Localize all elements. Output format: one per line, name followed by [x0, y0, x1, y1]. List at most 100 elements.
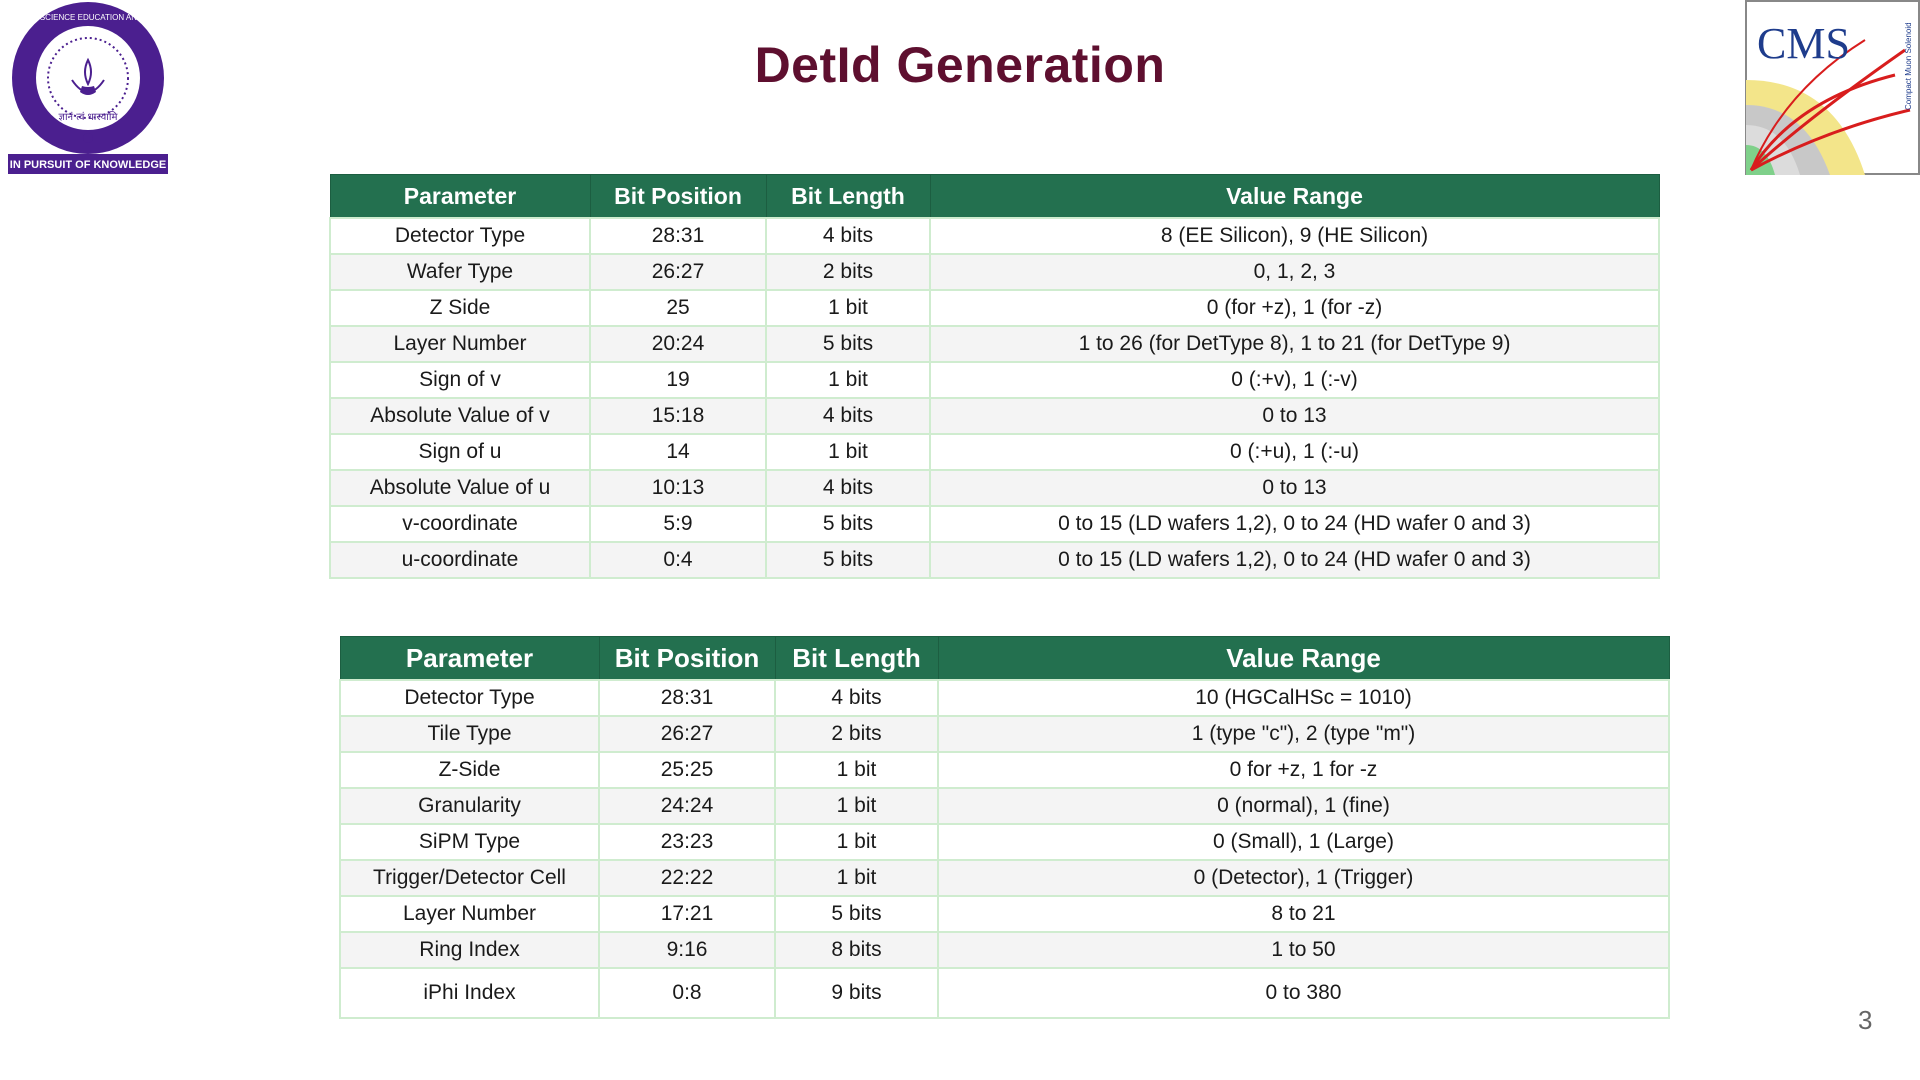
cell-bit-length: 5 bits — [765, 541, 931, 579]
cell-value-range: 1 to 26 (for DetType 8), 1 to 21 (for De… — [929, 325, 1660, 363]
cell-value-range: 8 to 21 — [937, 895, 1670, 933]
iiser-emblem-icon: INDIAN INSTITUTE OF SCIENCE EDUCATION AN… — [0, 2, 222, 174]
cell-value-range: 0 to 13 — [929, 469, 1660, 507]
cell-parameter: v-coordinate — [329, 505, 591, 543]
table-row: iPhi Index 0:8 9 bits 0 to 380 — [339, 967, 1670, 1019]
table-row: u-coordinate 0:4 5 bits 0 to 15 (LD wafers … — [329, 541, 1660, 579]
cell-value-range: 0 to 15 (LD wafers 1,2), 0 to 24 (HD waf… — [929, 505, 1660, 543]
table-row: Granularity 24:24 1 bit 0 (normal), 1 (fine… — [339, 787, 1670, 825]
logo-banner-text: IN PURSUIT OF KNOWLEDGE — [10, 159, 166, 171]
table-header-row: Parameter Bit Position Bit Length Value … — [329, 174, 1660, 219]
cell-bit-length: 5 bits — [765, 325, 931, 363]
cell-bit-length: 1 bit — [774, 823, 939, 861]
table-row: Tile Type 26:27 2 bits 1 (type "c"), 2 (typ… — [339, 715, 1670, 753]
table-row: Sign of v 19 1 bit 0 (:+v), 1 (:-v) — [329, 361, 1660, 399]
table-row: Absolute Value of u 10:13 4 bits 0 to 13 — [329, 469, 1660, 507]
cell-bit-length: 9 bits — [774, 967, 939, 1019]
cell-parameter: Wafer Type — [329, 253, 591, 291]
header-bit-position: Bit Position — [589, 174, 767, 219]
cms-detector-icon: CMS Compact Muon Solenoid — [1745, 0, 1920, 175]
cell-value-range: 0 (:+v), 1 (:-v) — [929, 361, 1660, 399]
cell-value-range: 0 (Detector), 1 (Trigger) — [937, 859, 1670, 897]
cell-bit-position: 26:27 — [589, 253, 767, 291]
cell-bit-length: 5 bits — [774, 895, 939, 933]
header-parameter: Parameter — [339, 636, 600, 681]
cell-value-range: 10 (HGCalHSc = 1010) — [937, 679, 1670, 717]
cell-bit-position: 10:13 — [589, 469, 767, 507]
cell-bit-length: 2 bits — [774, 715, 939, 753]
table-row: Detector Type 28:31 4 bits 10 (HGCalHSc = 1… — [339, 679, 1670, 717]
table-row: v-coordinate 5:9 5 bits 0 to 15 (LD wafers … — [329, 505, 1660, 543]
header-bit-position: Bit Position — [598, 636, 776, 681]
table-row: Z-Side 25:25 1 bit 0 for +z, 1 for -z — [339, 751, 1670, 789]
cell-bit-position: 25 — [589, 289, 767, 327]
cell-bit-length: 4 bits — [765, 217, 931, 255]
cell-value-range: 1 (type "c"), 2 (type "m") — [937, 715, 1670, 753]
cell-parameter: Layer Number — [329, 325, 591, 363]
cell-parameter: Absolute Value of v — [329, 397, 591, 435]
cell-bit-position: 24:24 — [598, 787, 776, 825]
cell-bit-position: 26:27 — [598, 715, 776, 753]
cell-parameter: Sign of v — [329, 361, 591, 399]
logo-motto: ज्ञानं त्वं धारयामि — [59, 111, 119, 123]
cell-bit-position: 0:8 — [598, 967, 776, 1019]
cell-bit-position: 9:16 — [598, 931, 776, 969]
cell-bit-length: 5 bits — [765, 505, 931, 543]
cell-bit-position: 14 — [589, 433, 767, 471]
silicon-detid-table: Parameter Bit Position Bit Length Value … — [329, 174, 1660, 579]
table-row: Ring Index 9:16 8 bits 1 to 50 — [339, 931, 1670, 969]
cell-bit-length: 4 bits — [765, 397, 931, 435]
cell-bit-position: 20:24 — [589, 325, 767, 363]
cms-logo: CMS Compact Muon Solenoid — [1745, 0, 1920, 175]
header-bit-length: Bit Length — [774, 636, 939, 681]
cell-parameter: Absolute Value of u — [329, 469, 591, 507]
cell-parameter: Z-Side — [339, 751, 600, 789]
cell-bit-length: 1 bit — [765, 361, 931, 399]
header-value-range: Value Range — [937, 636, 1670, 681]
logo-ring-text: INDIAN INSTITUTE OF SCIENCE EDUCATION AN… — [8, 13, 168, 22]
table-row: Absolute Value of v 15:18 4 bits 0 to 13 — [329, 397, 1660, 435]
cell-value-range: 0 to 15 (LD wafers 1,2), 0 to 24 (HD waf… — [929, 541, 1660, 579]
header-bit-length: Bit Length — [765, 174, 931, 219]
cell-bit-position: 28:31 — [598, 679, 776, 717]
header-value-range: Value Range — [929, 174, 1660, 219]
cell-parameter: SiPM Type — [339, 823, 600, 861]
cell-value-range: 0 for +z, 1 for -z — [937, 751, 1670, 789]
cell-value-range: 0 to 380 — [937, 967, 1670, 1019]
cell-bit-position: 19 — [589, 361, 767, 399]
scintillator-detid-table: Parameter Bit Position Bit Length Value … — [339, 636, 1670, 1019]
cell-bit-length: 2 bits — [765, 253, 931, 291]
cell-value-range: 0, 1, 2, 3 — [929, 253, 1660, 291]
cell-bit-position: 17:21 — [598, 895, 776, 933]
cell-bit-position: 22:22 — [598, 859, 776, 897]
cell-bit-position: 15:18 — [589, 397, 767, 435]
cell-parameter: u-coordinate — [329, 541, 591, 579]
cell-parameter: Tile Type — [339, 715, 600, 753]
cell-bit-length: 8 bits — [774, 931, 939, 969]
cell-parameter: Detector Type — [329, 217, 591, 255]
cell-bit-length: 4 bits — [765, 469, 931, 507]
cms-logo-subtitle: Compact Muon Solenoid — [1904, 22, 1913, 110]
cell-bit-length: 4 bits — [774, 679, 939, 717]
table-row: Layer Number 20:24 5 bits 1 to 26 (for DetT… — [329, 325, 1660, 363]
cell-value-range: 0 (for +z), 1 (for -z) — [929, 289, 1660, 327]
table-row: Z Side 25 1 bit 0 (for +z), 1 (for -z) — [329, 289, 1660, 327]
table-row: Layer Number 17:21 5 bits 8 to 21 — [339, 895, 1670, 933]
cell-bit-length: 1 bit — [774, 751, 939, 789]
iiser-mohali-logo: INDIAN INSTITUTE OF SCIENCE EDUCATION AN… — [0, 0, 222, 176]
cell-value-range: 1 to 50 — [937, 931, 1670, 969]
cell-parameter: Ring Index — [339, 931, 600, 969]
cell-bit-length: 1 bit — [765, 289, 931, 327]
cell-bit-length: 1 bit — [774, 859, 939, 897]
cell-bit-length: 1 bit — [765, 433, 931, 471]
cell-value-range: 0 (:+u), 1 (:-u) — [929, 433, 1660, 471]
cms-logo-text: CMS — [1757, 19, 1850, 68]
cell-value-range: 0 (Small), 1 (Large) — [937, 823, 1670, 861]
cell-parameter: Detector Type — [339, 679, 600, 717]
table-header-row: Parameter Bit Position Bit Length Value … — [339, 636, 1670, 681]
cell-parameter: iPhi Index — [339, 967, 600, 1019]
cell-bit-position: 0:4 — [589, 541, 767, 579]
cell-value-range: 0 (normal), 1 (fine) — [937, 787, 1670, 825]
table-row: Detector Type 28:31 4 bits 8 (EE Silicon), … — [329, 217, 1660, 255]
cell-bit-position: 23:23 — [598, 823, 776, 861]
